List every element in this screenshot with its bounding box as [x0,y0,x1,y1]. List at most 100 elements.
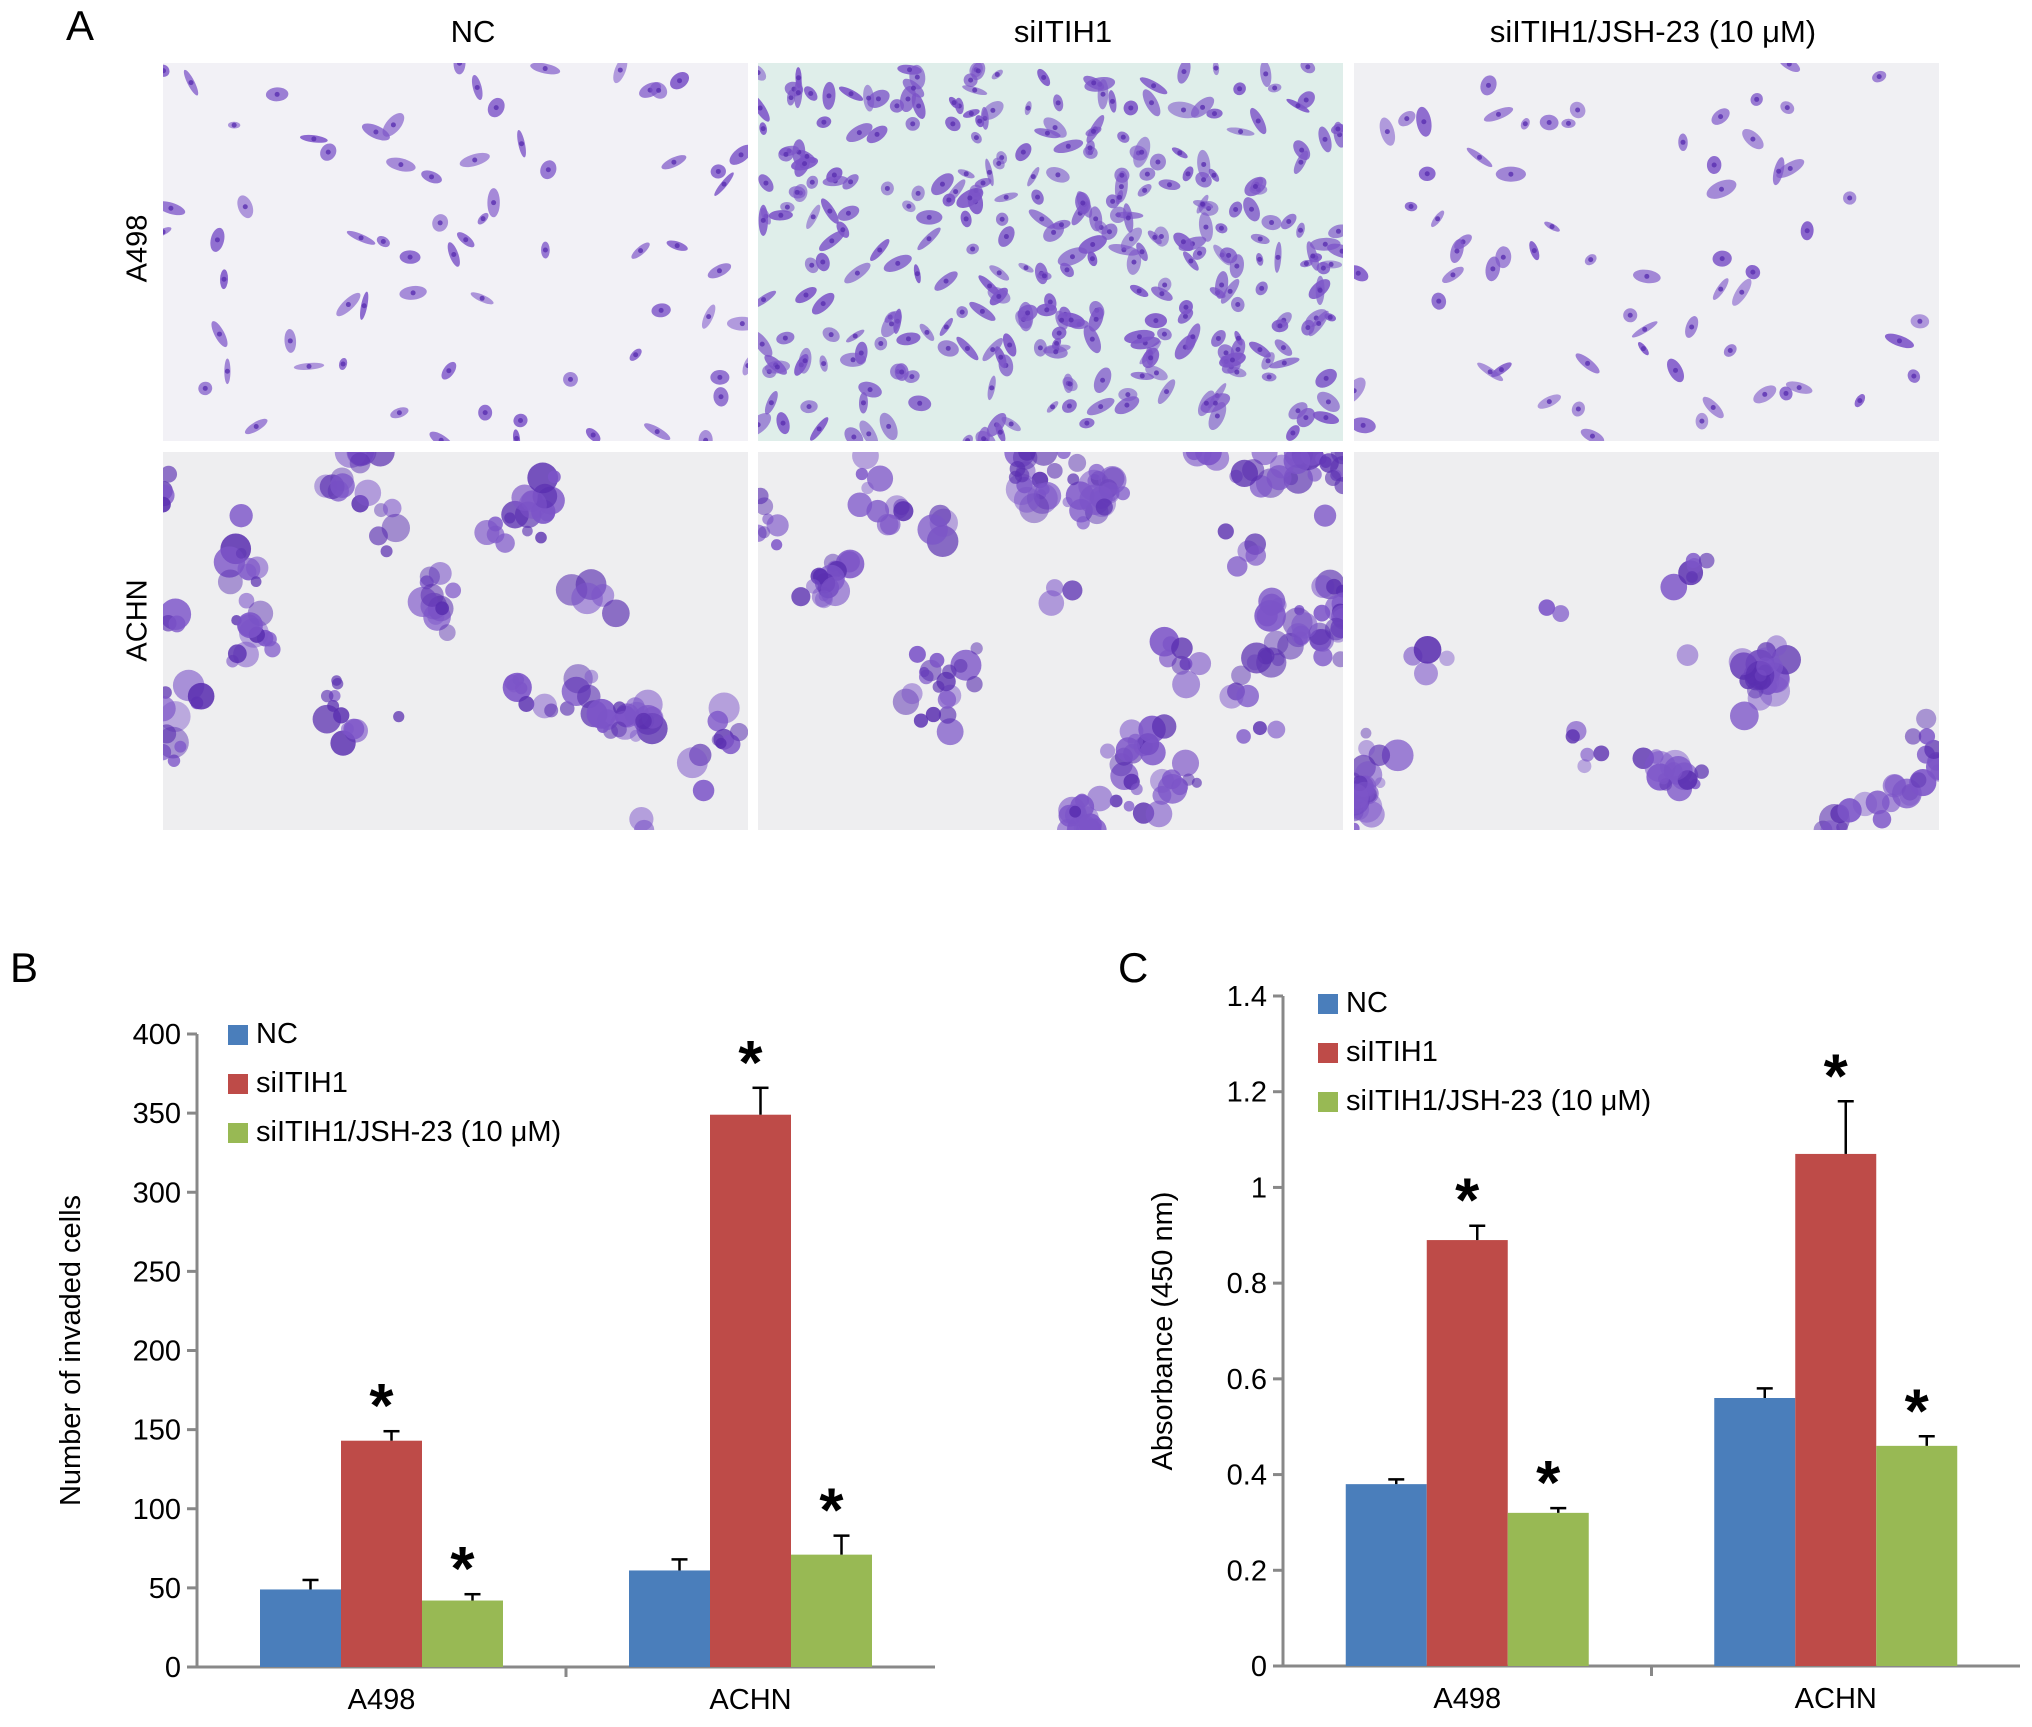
cell-nucleus [1490,266,1496,272]
stained-cell-cluster [380,545,393,558]
cell-nucleus [202,385,208,391]
bar [422,1600,503,1667]
cell-nucleus [806,404,812,410]
cell-nucleus [1290,430,1296,436]
cell-nucleus [1058,222,1064,228]
cell-nucleus [1316,320,1322,326]
cell-nucleus [410,290,416,296]
stained-cell-cluster [707,710,729,732]
cell-nucleus [878,341,884,347]
stained-cell-cluster [1012,452,1038,470]
cell-nucleus [1100,377,1106,383]
cell-nucleus [1500,254,1506,260]
stained-cell-cluster [1068,453,1087,472]
y-tick-label: 1 [1251,1172,1267,1204]
stained-cell-cluster [1069,805,1082,818]
cell-nucleus [968,77,974,83]
stained-cell-cluster [929,652,945,668]
stained-cell-cluster [1837,798,1862,823]
cell-nucleus [1699,418,1705,424]
stained-cell-cluster [925,706,942,723]
cell-nucleus [1106,229,1112,235]
cell-nucleus [886,423,892,429]
cell-nucleus [951,100,957,106]
cell-nucleus [1131,259,1137,265]
cell-nucleus [950,121,956,127]
cell-nucleus [1066,403,1072,409]
stained-cell-cluster [758,526,771,539]
cell-nucleus [1035,194,1041,200]
panel-c-letter: C [1118,944,1149,991]
cell-nucleus [1575,406,1581,412]
cell-nucleus [884,185,890,191]
micrograph-achn-siitih1 [758,452,1343,830]
significance-star: * [1455,1167,1480,1236]
micrograph-achn-jsh23 [1354,452,1939,830]
cell-nucleus [1750,136,1756,142]
stained-cell-cluster [591,583,615,607]
cell-nucleus [1589,433,1595,439]
cell-nucleus [221,276,227,282]
x-category-label: A498 [348,1684,416,1716]
cell-nucleus [1896,338,1902,344]
cell-nucleus [794,189,800,195]
cell-nucleus [895,260,901,266]
stained-cell-cluster [1236,684,1260,708]
y-tick-label: 0.2 [1227,1555,1267,1587]
cell-nucleus [472,157,478,163]
cell-nucleus [1546,399,1552,405]
stained-cell-cluster [1820,820,1840,830]
cell-nucleus [1067,381,1073,387]
cell-nucleus [910,121,916,127]
cell-nucleus [1498,367,1504,373]
stained-cell-cluster [1439,650,1455,667]
y-tick-label: 350 [133,1098,181,1130]
cell-nucleus [874,131,880,137]
cell-nucleus [1197,250,1203,256]
cell-nucleus [926,236,932,242]
y-tick-label: 0.6 [1227,1364,1267,1396]
cell-nucleus [519,141,525,147]
stained-cell-cluster [1056,452,1071,460]
stained-cell-cluster [852,452,879,470]
cell-nucleus [968,110,974,116]
cell-nucleus [1229,357,1235,363]
stained-cell-cluster [1217,523,1234,540]
cell-nucleus [638,248,644,254]
cell-nucleus [1257,256,1263,262]
stained-cell-cluster [227,644,247,664]
cell-nucleus [986,169,992,175]
cell-nucleus [1161,331,1167,337]
cell-nucleus [877,247,883,253]
cell-nucleus [482,410,488,416]
cell-nucleus [168,205,174,211]
cell-nucleus [1055,100,1061,106]
cell-nucleus [1257,236,1263,242]
cell-nucleus [866,95,872,101]
cell-nucleus [997,429,1003,435]
cell-nucleus [1784,105,1790,111]
cell-nucleus [907,67,913,73]
cell-nucleus [1718,114,1724,120]
cell-nucleus [1203,224,1209,230]
cell-nucleus [987,283,993,289]
cell-nucleus [810,214,816,220]
stained-cell-cluster [1172,670,1201,699]
cell-nucleus [188,80,194,86]
panel-a-letter: A [66,2,95,49]
stained-cell-cluster [1227,556,1248,577]
cell-nucleus [739,321,745,327]
cell-nucleus [1450,272,1456,278]
cell-nucleus [633,352,639,358]
cell-nucleus [1298,159,1304,165]
cell-nucleus [1266,374,1272,380]
cell-nucleus [1236,335,1242,341]
cell-nucleus [996,270,1002,276]
cell-nucleus [1064,267,1070,273]
cell-nucleus [1183,304,1189,310]
cell-nucleus [718,394,724,400]
cell-nucleus [1235,347,1241,353]
cell-nucleus [1128,236,1134,242]
stained-cell-cluster [908,645,926,663]
cell-nucleus [1263,71,1269,77]
